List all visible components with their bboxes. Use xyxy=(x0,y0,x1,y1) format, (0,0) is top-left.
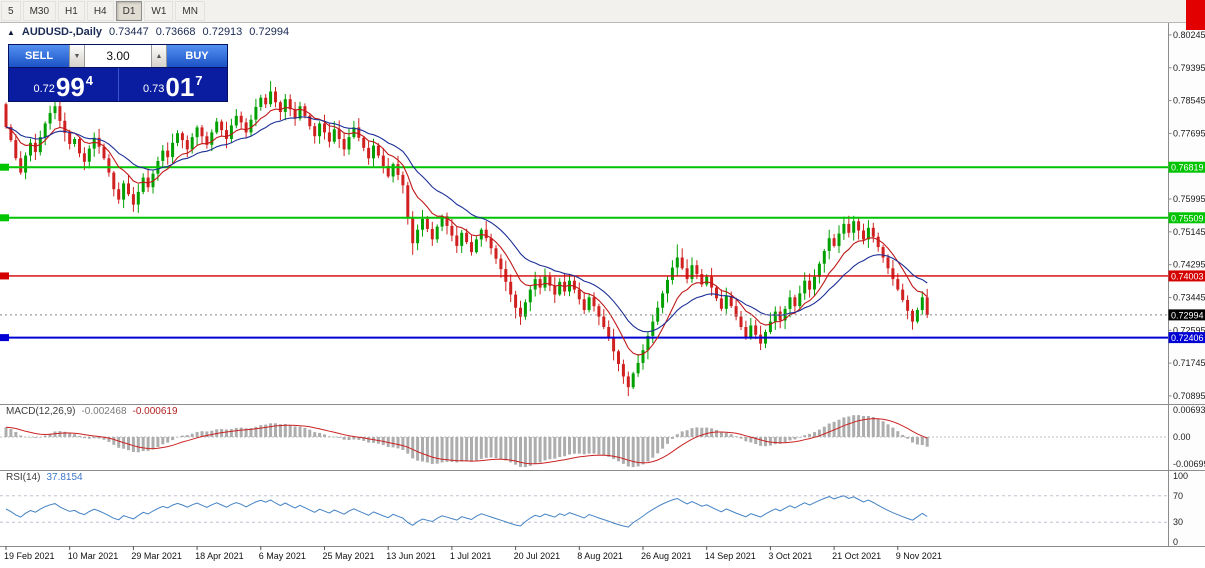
svg-text:10 Mar 2021: 10 Mar 2021 xyxy=(68,551,119,561)
svg-text:30: 30 xyxy=(1173,517,1183,527)
price-tag xyxy=(1168,309,1205,321)
ohlc-high: 0.73668 xyxy=(155,26,196,38)
buy-price-prefix: 0.73 xyxy=(142,83,165,95)
svg-text:14 Sep 2021: 14 Sep 2021 xyxy=(705,551,756,561)
corner-red-marker xyxy=(1186,0,1205,30)
timeframe-button-h1[interactable]: H1 xyxy=(58,1,85,21)
svg-text:0.75145: 0.75145 xyxy=(1173,227,1205,237)
svg-text:3 Oct 2021: 3 Oct 2021 xyxy=(768,551,812,561)
svg-text:13 Jun 2021: 13 Jun 2021 xyxy=(386,551,436,561)
buy-price-big: 01 xyxy=(165,71,195,102)
buy-price-pip: 7 xyxy=(195,73,203,88)
ohlc-low: 0.72913 xyxy=(202,26,243,38)
svg-text:-0.006993: -0.006993 xyxy=(1173,459,1205,469)
svg-text:0.00: 0.00 xyxy=(1173,432,1191,442)
svg-text:0.76819: 0.76819 xyxy=(1171,163,1204,173)
macd-signal-value: -0.000619 xyxy=(132,406,178,417)
one-click-price-row: 0.72 99 4 0.73 01 7 xyxy=(9,68,227,101)
macd-value: -0.002468 xyxy=(81,406,127,417)
svg-text:0.73445: 0.73445 xyxy=(1173,292,1205,302)
timeframe-button-5[interactable]: 5 xyxy=(1,1,21,21)
svg-text:0.74003: 0.74003 xyxy=(1171,271,1204,281)
macd-name: MACD(12,26,9) xyxy=(6,406,76,417)
ohlc-open: 0.73447 xyxy=(109,26,149,38)
rsi-name: RSI(14) xyxy=(6,472,41,483)
panel-separators xyxy=(0,22,1205,547)
rsi-value: 37.8154 xyxy=(46,472,83,483)
timeframe-toolbar: 5 M30 H1 H4 D1 W1 MN xyxy=(0,0,1205,23)
chart-background xyxy=(0,22,1205,568)
price-tag xyxy=(1168,212,1205,224)
price-tag xyxy=(1168,270,1205,282)
svg-text:0.72994: 0.72994 xyxy=(1171,310,1204,320)
sell-price-big: 99 xyxy=(55,71,85,102)
macd-indicator-label: MACD(12,26,9) -0.002468 -0.000619 xyxy=(6,406,178,417)
one-click-top-row: SELL ▼ ▲ BUY xyxy=(9,45,227,68)
svg-text:0.80245: 0.80245 xyxy=(1173,30,1205,40)
timeframe-button-m30[interactable]: M30 xyxy=(22,1,57,21)
price-tag xyxy=(1168,332,1205,344)
one-click-trading-panel: SELL ▼ ▲ BUY 0.72 99 4 0.73 01 7 xyxy=(8,44,228,102)
svg-text:100: 100 xyxy=(1173,471,1188,481)
svg-text:0.70895: 0.70895 xyxy=(1173,391,1205,401)
volume-increase-icon[interactable]: ▲ xyxy=(151,45,167,67)
svg-text:20 Jul 2021: 20 Jul 2021 xyxy=(514,551,561,561)
svg-text:70: 70 xyxy=(1173,491,1183,501)
sell-price-prefix: 0.72 xyxy=(33,83,55,95)
one-click-collapse-icon[interactable]: ▲ xyxy=(7,27,15,37)
svg-text:0.006936: 0.006936 xyxy=(1173,405,1205,415)
svg-text:9 Nov 2021: 9 Nov 2021 xyxy=(896,551,942,561)
timeframe-button-w1[interactable]: W1 xyxy=(144,1,174,21)
moving-averages-layer xyxy=(5,107,928,356)
symbol-name: AUDUSD-,Daily xyxy=(21,26,102,38)
buy-price[interactable]: 0.73 01 7 xyxy=(117,68,228,102)
sell-button[interactable]: SELL xyxy=(9,45,69,67)
svg-text:0.77695: 0.77695 xyxy=(1173,128,1205,138)
chart-title: ▲ AUDUSD-,Daily 0.73447 0.73668 0.72913 … xyxy=(7,26,289,38)
volume-decrease-icon[interactable]: ▼ xyxy=(69,45,85,67)
svg-text:0.79395: 0.79395 xyxy=(1173,63,1205,73)
chart-canvas[interactable]: 0.802450.793950.785450.776950.768450.759… xyxy=(0,22,1205,568)
macd-layer xyxy=(0,415,1168,468)
svg-text:19 Feb 2021: 19 Feb 2021 xyxy=(4,551,55,561)
rsi-indicator-label: RSI(14) 37.8154 xyxy=(6,472,83,483)
svg-text:6 May 2021: 6 May 2021 xyxy=(259,551,306,561)
svg-text:0.71745: 0.71745 xyxy=(1173,358,1205,368)
buy-button[interactable]: BUY xyxy=(167,45,227,67)
timeframe-button-mn[interactable]: MN xyxy=(175,1,205,21)
svg-text:0.75995: 0.75995 xyxy=(1173,194,1205,204)
svg-text:21 Oct 2021: 21 Oct 2021 xyxy=(832,551,881,561)
volume-input[interactable] xyxy=(85,49,151,63)
timeframe-button-h4[interactable]: H4 xyxy=(86,1,114,21)
ohlc-close: 0.72994 xyxy=(249,26,290,38)
price-tag xyxy=(1168,161,1205,173)
rsi-layer xyxy=(0,495,1168,528)
svg-text:1 Jul 2021: 1 Jul 2021 xyxy=(450,551,492,561)
horizontal-lines-layer[interactable] xyxy=(0,163,1168,342)
svg-text:0.74295: 0.74295 xyxy=(1173,260,1205,270)
svg-text:0: 0 xyxy=(1173,537,1178,547)
svg-text:0.78545: 0.78545 xyxy=(1173,96,1205,106)
svg-text:0.72595: 0.72595 xyxy=(1173,325,1205,335)
timeframe-button-d1[interactable]: D1 xyxy=(115,1,143,21)
svg-text:8 Aug 2021: 8 Aug 2021 xyxy=(577,551,623,561)
svg-text:0.72406: 0.72406 xyxy=(1171,333,1204,343)
svg-text:26 Aug 2021: 26 Aug 2021 xyxy=(641,551,692,561)
svg-text:0.75509: 0.75509 xyxy=(1171,213,1204,223)
svg-text:29 Mar 2021: 29 Mar 2021 xyxy=(131,551,182,561)
sell-price-pip: 4 xyxy=(85,73,94,88)
svg-text:18 Apr 2021: 18 Apr 2021 xyxy=(195,551,244,561)
price-axis[interactable]: 0.802450.793950.785450.776950.768450.759… xyxy=(1168,30,1205,547)
date-axis[interactable]: 19 Feb 2021 10 Mar 2021 29 Mar 2021 18 Apr … xyxy=(4,546,942,561)
price-tags-layer: 0.76819 0.75509 0.74003 0.72406 0.72994 xyxy=(1168,161,1205,344)
svg-text:25 May 2021: 25 May 2021 xyxy=(323,551,375,561)
volume-field-wrap xyxy=(85,45,151,67)
sell-price[interactable]: 0.72 99 4 xyxy=(9,68,118,101)
